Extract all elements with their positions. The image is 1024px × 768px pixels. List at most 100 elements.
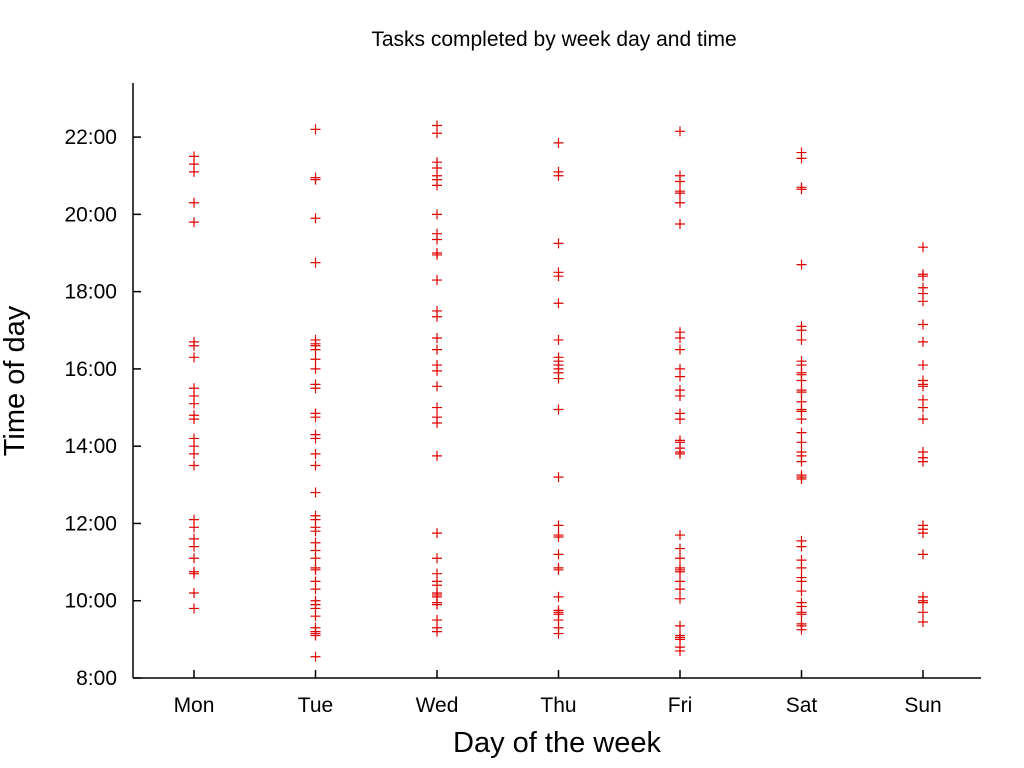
data-point (796, 387, 807, 398)
data-point (918, 381, 928, 392)
x-axis-label: Day of the week (453, 727, 661, 759)
data-point (796, 184, 807, 195)
data-point (189, 603, 199, 614)
data-point (918, 597, 928, 608)
data-point (432, 528, 442, 539)
data-point (675, 197, 685, 208)
data-point (675, 333, 685, 343)
y-tick-label: 22:00 (64, 126, 117, 149)
data-point (432, 333, 442, 343)
data-point (675, 553, 685, 564)
data-point (675, 566, 685, 577)
data-point (796, 562, 807, 573)
data-point (310, 553, 321, 564)
data-point (189, 568, 199, 579)
data-point (675, 620, 685, 631)
data-point (918, 319, 928, 330)
data-point (675, 188, 685, 199)
data-point (675, 448, 685, 459)
data-point (796, 334, 807, 345)
data-point (310, 354, 321, 365)
data-point (796, 437, 807, 448)
data-point (553, 238, 564, 249)
data-point (918, 414, 928, 425)
data-point (553, 334, 564, 345)
data-point (918, 271, 928, 282)
data-point (189, 340, 199, 351)
data-point (310, 257, 321, 268)
data-point (553, 298, 564, 309)
data-point (310, 412, 321, 423)
data-point (918, 456, 928, 467)
y-tick-label: 20:00 (64, 203, 117, 226)
data-point (918, 336, 928, 347)
chart-title: Tasks completed by week day and time (371, 28, 736, 51)
data-point (189, 541, 199, 552)
data-point (918, 607, 928, 618)
y-axis-ticks: 8:00 10:00 12:00 14:00 16:00 18:00 20:00 22:00 (64, 126, 141, 690)
data-point (432, 381, 442, 392)
data-point (918, 616, 928, 627)
data-point (675, 176, 685, 187)
data-point (310, 363, 321, 374)
data-point (310, 651, 321, 662)
data-point (310, 460, 321, 471)
y-tick-label: 18:00 (64, 281, 117, 304)
x-tick-label: Sun (904, 694, 941, 717)
data-point (796, 259, 807, 270)
data-point (432, 344, 442, 355)
data-point (432, 311, 442, 322)
data-point (432, 365, 442, 376)
x-tick-label: Wed (416, 694, 459, 717)
data-point (189, 448, 199, 459)
x-tick-label: Mon (174, 694, 215, 717)
data-point (918, 296, 928, 307)
data-point (310, 213, 321, 224)
data-point (432, 128, 442, 139)
y-tick-label: 14:00 (64, 435, 117, 458)
data-point (189, 553, 199, 564)
data-point (675, 126, 685, 137)
data-point (189, 522, 199, 533)
data-point (553, 520, 564, 531)
data-point (675, 414, 685, 425)
data-point (675, 390, 685, 401)
data-point (675, 344, 685, 355)
data-point (432, 209, 442, 220)
data-point (432, 275, 442, 286)
data-point (675, 530, 685, 541)
data-point (432, 402, 442, 413)
data-point (796, 456, 807, 467)
data-point (189, 460, 199, 471)
data-point (553, 549, 564, 560)
data-point (918, 360, 928, 371)
data-point (918, 528, 928, 539)
x-tick-label: Tue (298, 694, 333, 717)
data-point (796, 427, 807, 438)
y-axis-label: Time of day (0, 305, 31, 456)
data-point (796, 474, 807, 485)
data-point (189, 398, 199, 409)
data-point (796, 325, 807, 336)
data-point (432, 599, 442, 610)
data-point (918, 402, 928, 413)
data-point (918, 549, 928, 560)
data-point (310, 611, 321, 622)
x-tick-label: Thu (540, 694, 576, 717)
data-point (310, 383, 321, 394)
data-point (796, 586, 807, 597)
data-point (432, 234, 442, 245)
data-point (675, 219, 685, 230)
data-point (796, 576, 807, 587)
data-point (553, 628, 564, 639)
data-point (796, 624, 807, 635)
data-point (796, 609, 807, 620)
data-points (189, 120, 928, 662)
data-point (553, 472, 564, 483)
data-point (675, 543, 685, 554)
data-point (310, 174, 321, 185)
data-point (553, 373, 564, 384)
data-point (553, 531, 564, 542)
data-point (310, 526, 321, 537)
